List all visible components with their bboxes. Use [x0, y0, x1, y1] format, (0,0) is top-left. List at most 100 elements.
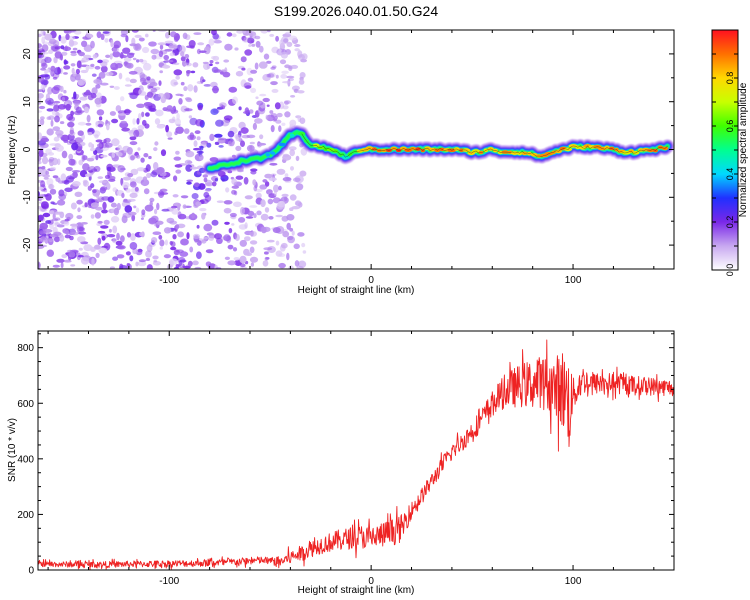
noise-blob — [203, 236, 208, 240]
noise-blob — [83, 44, 93, 52]
noise-blob — [111, 118, 119, 124]
noise-blobs — [38, 30, 308, 269]
noise-blob — [70, 264, 76, 267]
noise-blob — [228, 86, 238, 93]
noise-blob — [87, 93, 94, 101]
noise-blob — [293, 177, 301, 183]
noise-blob — [215, 61, 220, 65]
noise-blob — [108, 178, 116, 182]
noise-blob — [296, 265, 304, 269]
noise-blob — [123, 150, 128, 154]
noise-blob — [61, 150, 68, 159]
noise-blob — [295, 155, 300, 162]
noise-blob — [146, 76, 151, 81]
noise-blob — [294, 44, 301, 47]
noise-blob — [65, 103, 71, 111]
noise-blob — [51, 218, 59, 222]
noise-blob — [186, 71, 190, 77]
noise-blob — [141, 209, 146, 216]
noise-blob — [72, 171, 78, 179]
noise-blob — [140, 157, 145, 163]
noise-blob — [286, 41, 293, 48]
noise-blob — [126, 62, 134, 69]
noise-blob — [195, 201, 202, 207]
noise-blob — [225, 187, 230, 193]
noise-blob — [112, 237, 117, 244]
noise-blob — [189, 246, 194, 253]
noise-blob — [268, 177, 277, 181]
noise-blob — [90, 63, 95, 67]
noise-blob — [149, 197, 155, 203]
noise-blob — [146, 172, 152, 178]
noise-blob — [131, 30, 139, 33]
noise-blob — [153, 147, 158, 152]
noise-blob — [244, 49, 253, 56]
noise-blob — [90, 214, 95, 219]
noise-blob — [170, 31, 177, 38]
noise-blob — [48, 49, 54, 54]
noise-blob — [289, 194, 297, 201]
noise-blob — [86, 157, 95, 162]
noise-blob — [142, 119, 147, 126]
noise-blob — [100, 154, 108, 158]
noise-blob — [185, 164, 193, 172]
colorbar-gradient — [712, 30, 738, 270]
noise-blob — [54, 46, 59, 50]
noise-blob — [68, 251, 76, 258]
noise-blob — [129, 192, 138, 198]
noise-blob — [60, 54, 63, 61]
noise-blob — [136, 118, 140, 125]
noise-blob — [145, 250, 152, 258]
noise-blob — [281, 70, 289, 75]
noise-blob — [48, 183, 55, 190]
noise-blob — [173, 82, 179, 85]
y-tick-label: 200 — [17, 510, 34, 521]
noise-blob — [297, 232, 305, 237]
noise-blob — [163, 227, 172, 234]
noise-blob — [110, 202, 117, 208]
noise-blob — [137, 147, 141, 151]
noise-blob — [226, 32, 233, 37]
snr-frame — [37, 330, 675, 571]
noise-blob — [192, 260, 199, 266]
noise-blob — [240, 140, 245, 147]
noise-blob — [272, 197, 281, 204]
noise-blob — [132, 57, 137, 61]
noise-blob — [154, 208, 158, 215]
noise-blob — [157, 93, 165, 98]
noise-blob — [57, 66, 61, 74]
noise-blob — [65, 166, 73, 172]
noise-blob — [63, 65, 71, 70]
noise-blob — [63, 139, 69, 143]
noise-blob — [274, 102, 281, 110]
noise-blob — [229, 212, 237, 218]
noise-blob — [278, 125, 282, 132]
noise-blob — [233, 257, 240, 261]
noise-blob — [270, 81, 278, 86]
noise-blob — [87, 132, 93, 136]
noise-blob — [159, 70, 163, 74]
noise-blob — [109, 53, 113, 60]
noise-blob — [239, 255, 247, 264]
noise-blob — [134, 186, 139, 192]
noise-blob — [212, 33, 219, 40]
y-tick-label: 600 — [17, 399, 34, 410]
noise-blob — [93, 165, 101, 173]
noise-blob — [130, 233, 136, 241]
noise-blob — [76, 141, 86, 147]
noise-blob — [174, 118, 181, 126]
noise-blob — [241, 67, 246, 71]
noise-blob — [275, 240, 280, 246]
noise-blob — [184, 54, 190, 59]
noise-blob — [214, 141, 220, 145]
noise-blob — [249, 231, 257, 237]
noise-blob — [240, 56, 247, 63]
noise-blob — [235, 134, 242, 142]
noise-blob — [193, 32, 202, 35]
noise-blob — [41, 62, 48, 69]
noise-blob — [113, 44, 120, 49]
noise-blob — [234, 233, 240, 242]
noise-blob — [66, 113, 74, 121]
noise-blob — [261, 226, 267, 234]
noise-blob — [60, 36, 67, 44]
